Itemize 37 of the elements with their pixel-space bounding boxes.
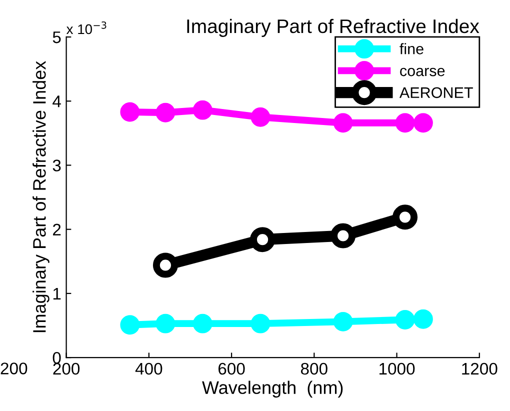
point: [395, 113, 415, 133]
x-axis-title: Wavelength (nm): [202, 380, 343, 398]
x-tick-label: 400: [135, 362, 162, 375]
point: [192, 314, 212, 334]
point: [156, 102, 176, 122]
x-tick-label: 800: [300, 362, 328, 375]
point: [330, 223, 356, 248]
y-tick-label: 4: [52, 96, 61, 108]
x-tick-label: 1200: [462, 362, 498, 375]
point: [250, 314, 270, 334]
point: [395, 310, 415, 330]
point: [120, 315, 140, 335]
y-tick-label: 5: [52, 32, 61, 44]
point: [250, 107, 270, 127]
y-tick-label: 2: [53, 224, 61, 236]
point: [250, 227, 276, 252]
text: x 10$^{−3}$: [66, 21, 106, 34]
point: [333, 312, 353, 332]
point: [392, 204, 418, 230]
point: [333, 113, 353, 133]
x-tick-label: 1000: [380, 362, 415, 375]
x-tick-label: 200: [53, 362, 80, 375]
y-axis-title: Imaginary Part of Refractive Index: [32, 60, 50, 332]
x-tick-label: 600: [218, 362, 245, 375]
point: [120, 102, 140, 122]
point: [192, 100, 212, 120]
point: [413, 113, 433, 133]
point: [156, 314, 176, 334]
point: [152, 252, 178, 278]
y-tick-label: 0: [52, 352, 61, 364]
legend-label: AERONET: [399, 87, 473, 98]
legend-label: fine: [400, 43, 424, 54]
legend-label: coarse: [400, 68, 445, 76]
chart-title: Imaginary Part of Refractive Index: [187, 18, 480, 37]
point: [413, 309, 433, 329]
y-tick-label: 3: [52, 160, 61, 172]
y-tick-label: 1: [53, 288, 61, 300]
